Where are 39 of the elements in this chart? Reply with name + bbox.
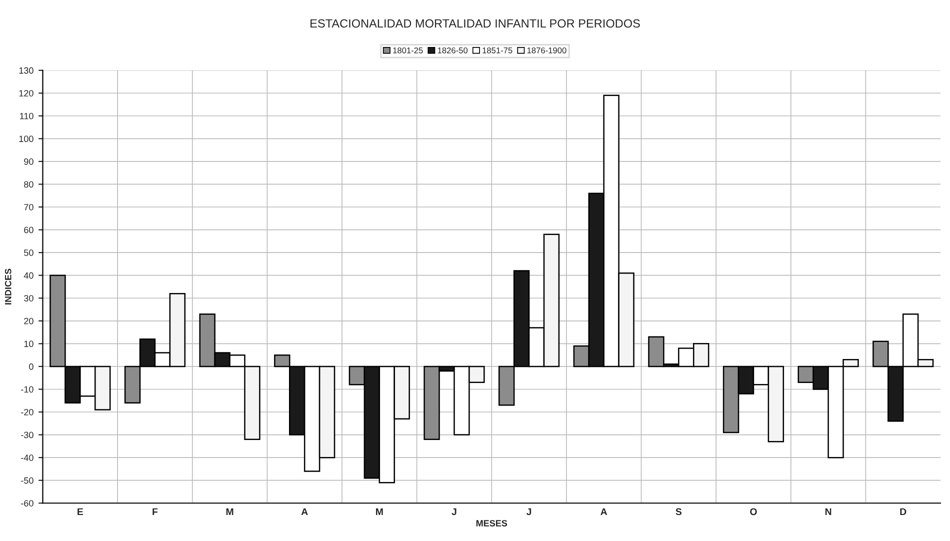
- y-tick-label: -40: [21, 454, 34, 461]
- x-tick-label: A: [301, 508, 308, 516]
- x-tick-label: J: [452, 508, 456, 516]
- chart-title: ESTACIONALIDAD MORTALIDAD INFANTIL POR PERIODOS: [310, 19, 640, 28]
- x-axis-title: MESES: [476, 520, 508, 526]
- y-tick-label: -30: [21, 432, 34, 438]
- y-tick-label: 110: [20, 112, 34, 120]
- x-tick-label: D: [900, 508, 906, 516]
- y-tick-label: 100: [19, 136, 34, 142]
- legend-label: 1851-75: [482, 47, 512, 54]
- x-tick-label: N: [825, 508, 832, 516]
- y-axis-title: INDICES: [4, 268, 12, 304]
- y-tick-label: 70: [24, 204, 34, 210]
- y-tick-label: -50: [21, 477, 34, 484]
- y-tick-label: -60: [21, 500, 34, 506]
- legend-label: 1801-25: [393, 47, 423, 54]
- y-tick-label: 50: [24, 250, 34, 256]
- x-tick-label: F: [152, 508, 158, 516]
- y-tick-label: 80: [24, 181, 34, 188]
- y-tick-label: 30: [24, 295, 34, 302]
- y-tick-label: 0: [29, 363, 34, 370]
- y-tick-label: 20: [24, 318, 34, 324]
- y-tick-label: 120: [19, 90, 34, 96]
- x-tick-label: O: [750, 508, 757, 516]
- x-tick-label: S: [676, 508, 682, 516]
- x-tick-label: M: [226, 508, 234, 516]
- x-tick-label: A: [600, 508, 608, 516]
- y-tick-label: 10: [24, 340, 34, 348]
- y-tick-label: 60: [24, 226, 34, 234]
- y-tick-label: 130: [19, 67, 34, 74]
- y-tick-label: -20: [21, 408, 34, 416]
- x-tick-label: M: [376, 508, 383, 516]
- y-tick-label: 90: [24, 158, 34, 165]
- legend-label: 1826-50: [438, 47, 468, 54]
- x-tick-label: J: [526, 508, 532, 516]
- x-tick-label: E: [78, 508, 84, 516]
- y-tick-label: -10: [21, 386, 34, 393]
- y-tick-label: 40: [24, 272, 34, 279]
- legend-label: 1876-1900: [527, 47, 566, 54]
